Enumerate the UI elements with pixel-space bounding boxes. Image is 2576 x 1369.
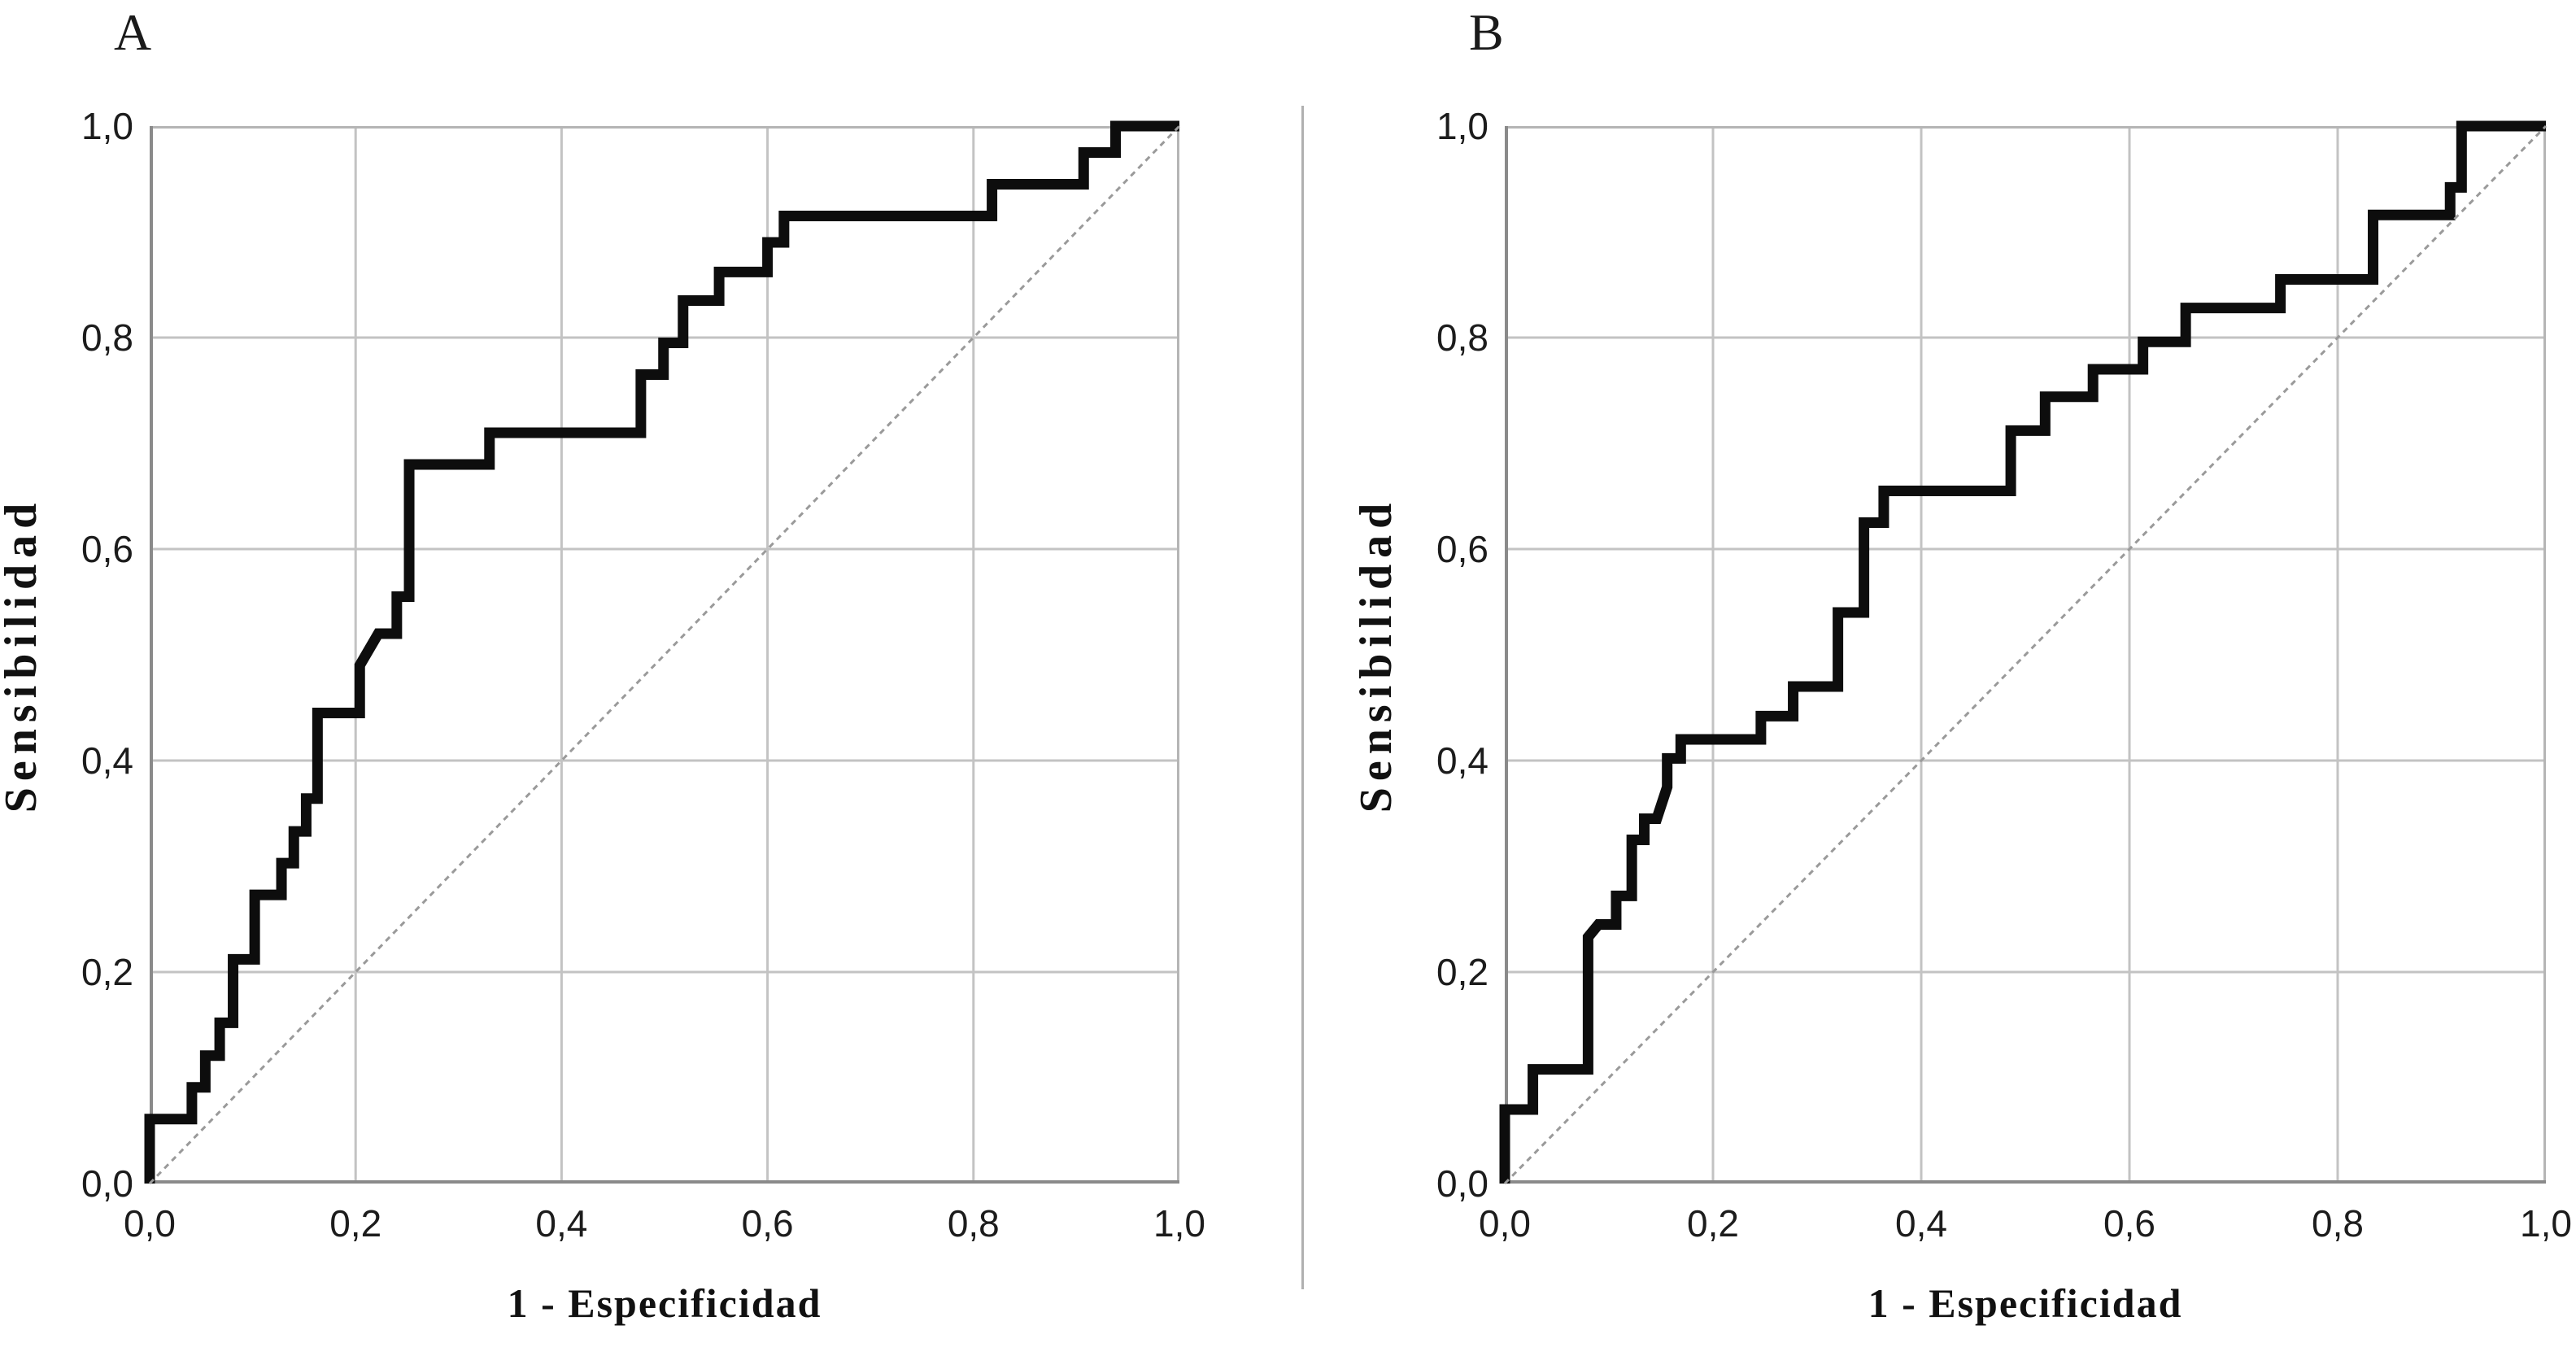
- panel-b-x-axis-title: 1 - Especificidad: [1868, 1280, 2183, 1326]
- x-tick-label: 0,6: [2103, 1202, 2155, 1245]
- panel-b: B Sensibilidad 1 - Especificidad 0,0 0,0 0…: [1351, 3, 2572, 1326]
- y-tick-label: 0,0: [1436, 1162, 1489, 1205]
- y-tick-label: 0,4: [1436, 739, 1489, 782]
- reference-diagonal: [148, 124, 1181, 1185]
- y-tick-label: 0,6: [81, 528, 133, 570]
- y-tick-label: 0,8: [1436, 316, 1489, 359]
- x-tick-label: 0,0: [1479, 1202, 1531, 1245]
- panel-a-x-axis-title: 1 - Especificidad: [507, 1280, 822, 1326]
- roc-chart-b: [1499, 120, 2548, 1185]
- x-tick-label: 0,4: [535, 1202, 588, 1245]
- x-tick-label: 0,2: [329, 1202, 382, 1245]
- x-tick-label: 0,2: [1687, 1202, 1739, 1245]
- panel-b-letter: B: [1469, 3, 1504, 61]
- roc-curve: [144, 120, 1179, 1184]
- panel-b-y-axis-title: Sensibilidad: [1351, 496, 1401, 813]
- y-tick-label: 0,0: [81, 1162, 133, 1205]
- panel-a-y-axis-title: Sensibilidad: [0, 496, 46, 813]
- x-tick-label: 0,8: [2312, 1202, 2364, 1245]
- x-tick-label: 0,6: [741, 1202, 794, 1245]
- y-tick-label: 1,0: [1436, 105, 1489, 147]
- y-tick-label: 0,4: [81, 739, 133, 782]
- roc-curve: [1499, 120, 2546, 1184]
- x-tick-label: 1,0: [1153, 1202, 1205, 1245]
- x-tick-label: 0,4: [1895, 1202, 1947, 1245]
- roc-chart-a: [144, 120, 1181, 1185]
- x-tick-label: 1,0: [2520, 1202, 2572, 1245]
- x-tick-label: 0,0: [124, 1202, 176, 1245]
- y-tick-label: 1,0: [81, 105, 133, 147]
- y-tick-label: 0,2: [81, 951, 133, 993]
- panel-a: A Sensibilidad 1 - Especificidad 0,0 0,0 0…: [0, 3, 1205, 1326]
- y-tick-label: 0,8: [81, 316, 133, 359]
- panel-a-letter: A: [114, 3, 152, 61]
- panel-divider-line: [1301, 106, 1304, 1289]
- y-tick-label: 0,2: [1436, 951, 1489, 993]
- reference-diagonal: [1503, 124, 2548, 1185]
- y-tick-label: 0,6: [1436, 528, 1489, 570]
- x-tick-label: 0,8: [947, 1202, 1000, 1245]
